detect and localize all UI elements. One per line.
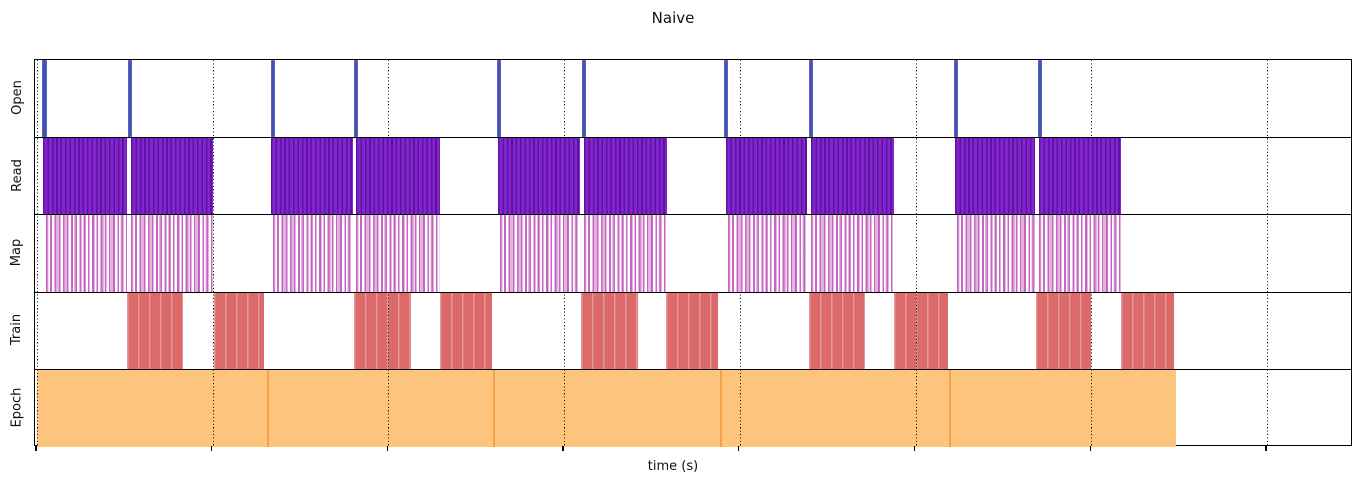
row-label-text: Train (9, 314, 25, 346)
epoch-block (493, 369, 720, 447)
x-tick-mark (35, 446, 37, 451)
open-event-bar (581, 60, 586, 138)
epoch-block (267, 369, 493, 447)
train-block (1036, 292, 1091, 370)
train-block (809, 292, 865, 370)
map-block (957, 214, 1035, 293)
map-block (728, 214, 807, 293)
train-block (440, 292, 492, 370)
row-label-open: Open (4, 59, 30, 136)
x-gridline (1266, 60, 1268, 447)
map-block (46, 214, 127, 293)
train-block (127, 292, 183, 370)
read-block (726, 137, 807, 215)
row-label-read: Read (4, 136, 30, 213)
row-label-text: Open (9, 80, 25, 116)
map-block (1039, 214, 1121, 293)
x-tick-mark (1265, 446, 1267, 451)
x-gridline (212, 60, 214, 447)
row-label-epoch: Epoch (4, 369, 30, 446)
x-tick-mark (738, 446, 740, 451)
x-tick-mark (913, 446, 916, 451)
map-block (130, 214, 213, 293)
train-block (581, 292, 638, 370)
read-block (1039, 137, 1121, 215)
read-block (498, 137, 580, 215)
open-event-bar (353, 60, 358, 138)
train-block (1121, 292, 1174, 370)
read-block (811, 137, 894, 215)
row-label-text: Map (9, 238, 25, 267)
train-block (354, 292, 411, 370)
x-tick-mark (211, 446, 213, 451)
read-block (43, 137, 127, 215)
open-event-bar (127, 60, 132, 138)
chart-title: Naive (651, 9, 695, 27)
x-gridline (37, 60, 38, 447)
map-block (500, 214, 580, 293)
epoch-block (720, 369, 949, 447)
row-separator (35, 136, 1351, 139)
read-block (356, 137, 440, 215)
open-event-bar (42, 60, 47, 138)
map-block (273, 214, 353, 293)
row-label-text: Read (9, 158, 25, 192)
train-block (666, 292, 718, 370)
map-block (584, 214, 667, 293)
x-gridline (915, 60, 917, 447)
map-block (811, 214, 894, 293)
map-block (356, 214, 440, 293)
x-axis-label: time (s) (647, 459, 699, 474)
train-block (894, 292, 948, 370)
open-event-bar (723, 60, 728, 138)
row-separator (35, 369, 1351, 371)
read-block (584, 137, 667, 215)
x-tick-mark (562, 446, 564, 451)
open-event-bar (496, 60, 501, 138)
read-block (271, 137, 353, 215)
row-label-map: Map (4, 214, 30, 291)
row-label-train: Train (4, 291, 30, 368)
read-block (130, 137, 213, 215)
x-tick-mark (386, 446, 389, 451)
epoch-block (949, 369, 1176, 447)
read-block (955, 137, 1035, 215)
row-separator (35, 214, 1351, 216)
row-label-text: Epoch (9, 387, 25, 428)
row-separator (35, 291, 1351, 293)
plot-area (34, 59, 1352, 447)
open-event-bar (270, 60, 275, 138)
x-tick-mark (1089, 446, 1091, 451)
epoch-block (37, 369, 267, 447)
open-event-bar (1037, 60, 1042, 138)
train-block (214, 292, 264, 370)
open-event-bar (808, 60, 813, 138)
open-event-bar (953, 60, 958, 138)
